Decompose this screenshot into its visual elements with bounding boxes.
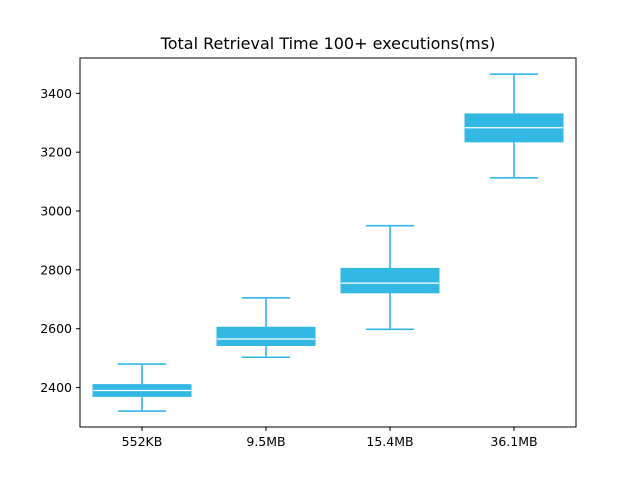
box-group-15-4mb bbox=[340, 224, 440, 331]
x-tick-label: 552KB bbox=[122, 434, 163, 449]
y-tick-label: 2600 bbox=[40, 321, 72, 336]
y-tick-label: 3000 bbox=[40, 204, 72, 219]
chart-title: Total Retrieval Time 100+ executions(ms) bbox=[160, 34, 496, 53]
box-group-552kb bbox=[92, 363, 192, 412]
box-iqr bbox=[340, 267, 440, 294]
y-tick-label: 3400 bbox=[40, 86, 72, 101]
y-tick-label: 2800 bbox=[40, 262, 72, 277]
x-tick-label: 36.1MB bbox=[490, 434, 537, 449]
plot-area bbox=[92, 73, 564, 412]
box-group-9-5mb bbox=[216, 297, 316, 359]
x-tick-label: 9.5MB bbox=[246, 434, 285, 449]
box-iqr bbox=[216, 326, 316, 346]
box-group-36-1mb bbox=[464, 73, 564, 179]
axes: 2400 2600 2800 3000 3200 3400 552KB 9.5MB 15.4MB… bbox=[40, 57, 577, 449]
x-tick-label: 15.4MB bbox=[366, 434, 413, 449]
axes-frame bbox=[79, 57, 577, 428]
y-tick-label: 3200 bbox=[40, 145, 72, 160]
y-tick-label: 2400 bbox=[40, 380, 72, 395]
